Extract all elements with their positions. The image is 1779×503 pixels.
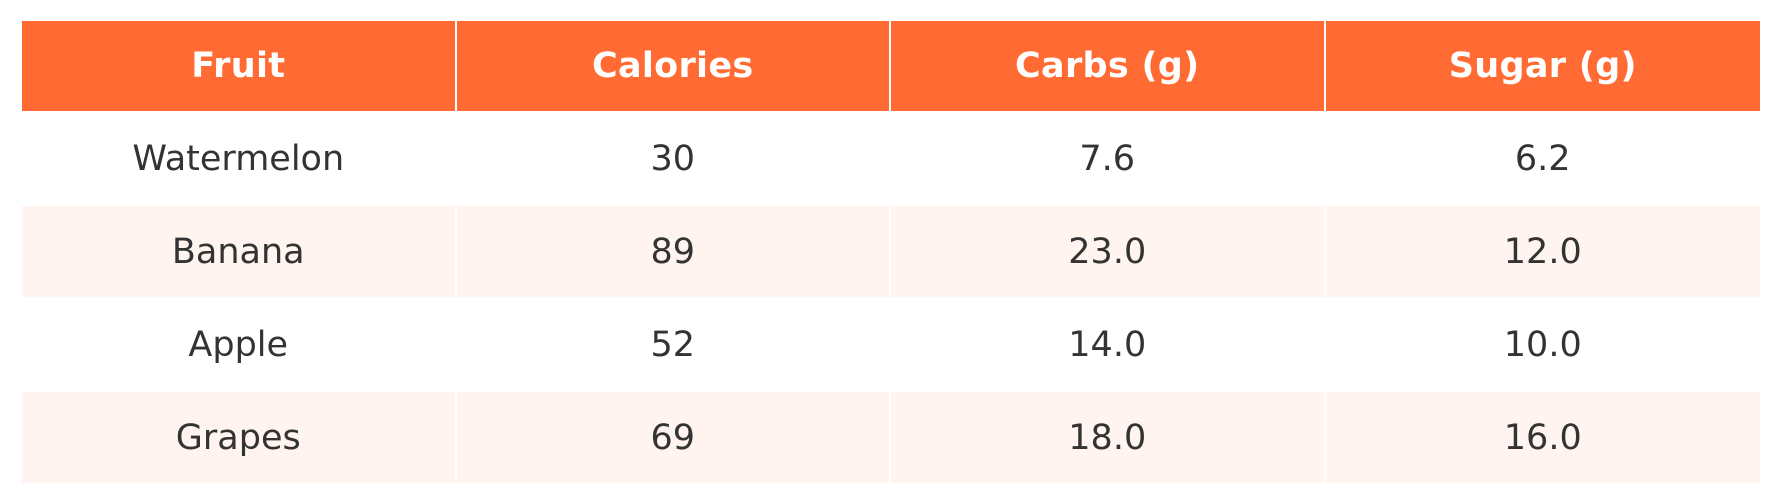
column-header-calories: Calories xyxy=(456,21,891,113)
cell-sugar: 16.0 xyxy=(1325,392,1760,485)
column-header-sugar: Sugar (g) xyxy=(1325,21,1760,113)
table-row: Banana 89 23.0 12.0 xyxy=(22,206,1760,299)
cell-fruit: Banana xyxy=(22,206,457,299)
cell-sugar: 10.0 xyxy=(1325,299,1760,392)
cell-sugar: 12.0 xyxy=(1325,206,1760,299)
cell-calories: 52 xyxy=(456,299,891,392)
cell-fruit: Grapes xyxy=(22,392,457,485)
cell-calories: 89 xyxy=(456,206,891,299)
cell-sugar: 6.2 xyxy=(1325,113,1760,206)
cell-fruit: Apple xyxy=(22,299,457,392)
cell-carbs: 14.0 xyxy=(891,299,1326,392)
cell-carbs: 18.0 xyxy=(891,392,1326,485)
nutrition-table-container: Fruit Calories Carbs (g) Sugar (g) Water… xyxy=(22,21,1760,485)
cell-fruit: Watermelon xyxy=(22,113,457,206)
column-header-carbs: Carbs (g) xyxy=(891,21,1326,113)
cell-carbs: 23.0 xyxy=(891,206,1326,299)
nutrition-table: Fruit Calories Carbs (g) Sugar (g) Water… xyxy=(22,21,1760,485)
table-row: Grapes 69 18.0 16.0 xyxy=(22,392,1760,485)
table-row: Apple 52 14.0 10.0 xyxy=(22,299,1760,392)
cell-carbs: 7.6 xyxy=(891,113,1326,206)
cell-calories: 30 xyxy=(456,113,891,206)
table-header-row: Fruit Calories Carbs (g) Sugar (g) xyxy=(22,21,1760,113)
cell-calories: 69 xyxy=(456,392,891,485)
column-header-fruit: Fruit xyxy=(22,21,457,113)
table-row: Watermelon 30 7.6 6.2 xyxy=(22,113,1760,206)
